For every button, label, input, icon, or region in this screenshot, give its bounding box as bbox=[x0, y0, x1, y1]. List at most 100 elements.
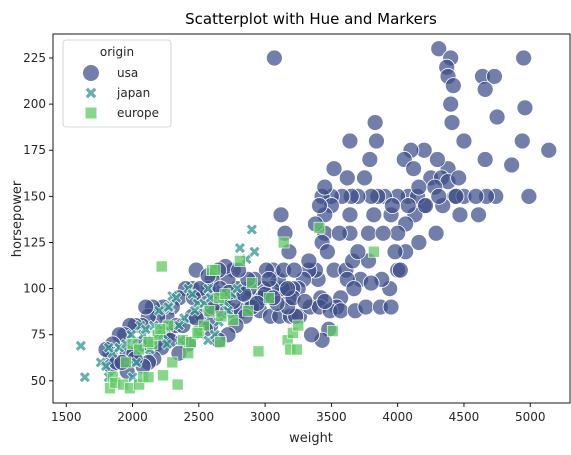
y-tick-label: 175 bbox=[23, 143, 46, 157]
point-usa bbox=[366, 114, 384, 131]
point-usa bbox=[443, 114, 461, 131]
point-japan bbox=[162, 301, 175, 313]
point-usa bbox=[451, 206, 469, 224]
point-usa bbox=[319, 243, 336, 261]
point-europe bbox=[182, 347, 195, 359]
y-tick-label: 125 bbox=[23, 235, 46, 249]
point-japan bbox=[102, 341, 115, 354]
point-europe bbox=[219, 288, 232, 300]
point-usa bbox=[137, 298, 155, 316]
point-usa bbox=[442, 95, 460, 113]
points-group bbox=[74, 40, 558, 395]
legend-marker-japan bbox=[84, 86, 98, 100]
point-usa bbox=[405, 160, 422, 178]
x-tick-label: 2500 bbox=[184, 410, 215, 424]
point-usa bbox=[272, 206, 290, 224]
point-usa bbox=[450, 169, 468, 187]
point-europe bbox=[215, 310, 228, 323]
legend-title: origin bbox=[100, 45, 134, 59]
x-axis-title: weight bbox=[289, 431, 333, 446]
point-europe bbox=[234, 255, 246, 267]
point-usa bbox=[338, 169, 356, 187]
point-usa bbox=[368, 132, 385, 150]
point-usa bbox=[503, 156, 521, 174]
point-usa bbox=[349, 243, 367, 261]
point-japan bbox=[231, 282, 244, 295]
y-tick-label: 75 bbox=[31, 328, 46, 342]
point-usa bbox=[488, 108, 506, 126]
point-usa bbox=[279, 280, 297, 298]
point-europe bbox=[142, 371, 155, 383]
point-usa bbox=[360, 224, 377, 242]
y-tick-label: 100 bbox=[23, 282, 46, 296]
point-usa bbox=[300, 252, 318, 270]
series-usa bbox=[97, 40, 558, 381]
point-usa bbox=[430, 40, 448, 58]
point-europe bbox=[154, 323, 167, 336]
point-europe bbox=[166, 356, 179, 369]
point-japan bbox=[233, 242, 246, 254]
point-usa bbox=[486, 68, 503, 85]
legend-frame bbox=[62, 39, 172, 128]
point-japan bbox=[245, 223, 258, 236]
point-japan bbox=[188, 304, 201, 317]
point-europe bbox=[191, 327, 204, 339]
point-usa bbox=[362, 274, 380, 292]
point-usa bbox=[444, 77, 462, 95]
x-tick-label: 4000 bbox=[382, 410, 413, 424]
point-usa bbox=[515, 49, 533, 67]
y-tick-label: 200 bbox=[23, 97, 46, 111]
point-usa bbox=[410, 234, 428, 251]
point-usa bbox=[430, 187, 448, 205]
point-usa bbox=[357, 298, 375, 316]
point-japan bbox=[161, 338, 173, 350]
x-tick-label: 4500 bbox=[449, 410, 480, 424]
point-europe bbox=[203, 304, 216, 317]
x-tick-label: 3500 bbox=[316, 410, 347, 424]
point-japan bbox=[153, 304, 165, 317]
point-usa bbox=[476, 151, 494, 168]
plot-area bbox=[74, 40, 558, 395]
point-usa bbox=[540, 141, 558, 159]
legend-label-europe: europe bbox=[117, 106, 159, 120]
x-tick-label: 5000 bbox=[515, 410, 546, 424]
point-usa bbox=[325, 160, 343, 178]
point-usa bbox=[516, 99, 534, 117]
series-europe bbox=[104, 221, 380, 395]
point-usa bbox=[470, 206, 487, 224]
point-europe bbox=[252, 345, 265, 358]
point-usa bbox=[382, 298, 400, 316]
x-tick-label: 2000 bbox=[117, 410, 148, 424]
point-usa bbox=[447, 187, 465, 205]
legend-marker-europe bbox=[84, 106, 98, 120]
point-usa bbox=[303, 326, 320, 344]
point-usa bbox=[399, 197, 417, 214]
point-usa bbox=[383, 197, 401, 214]
point-japan bbox=[202, 282, 215, 295]
point-usa bbox=[427, 224, 445, 242]
point-japan bbox=[125, 328, 138, 341]
point-usa bbox=[365, 206, 383, 224]
point-usa bbox=[417, 197, 434, 214]
point-usa bbox=[341, 132, 359, 150]
point-europe bbox=[263, 292, 275, 304]
y-axis-title: horsepower bbox=[10, 180, 25, 257]
point-europe bbox=[157, 369, 169, 382]
point-europe bbox=[246, 277, 258, 289]
axes: 1500 2000 2500 3000 3500 4000 4500 5000 50 75 100 1… bbox=[23, 33, 571, 424]
legend: origin usa japan europe bbox=[62, 39, 172, 128]
point-usa bbox=[374, 224, 392, 242]
point-europe bbox=[208, 264, 221, 276]
point-usa bbox=[316, 178, 334, 196]
point-usa bbox=[296, 293, 314, 310]
point-europe bbox=[292, 319, 305, 332]
point-usa bbox=[520, 187, 538, 205]
legend-label-usa: usa bbox=[117, 66, 138, 80]
x-tick-label: 3000 bbox=[250, 410, 281, 424]
point-usa bbox=[391, 261, 409, 279]
point-europe bbox=[142, 336, 155, 348]
point-europe bbox=[313, 221, 326, 234]
point-usa bbox=[389, 224, 407, 242]
point-usa bbox=[467, 187, 485, 205]
